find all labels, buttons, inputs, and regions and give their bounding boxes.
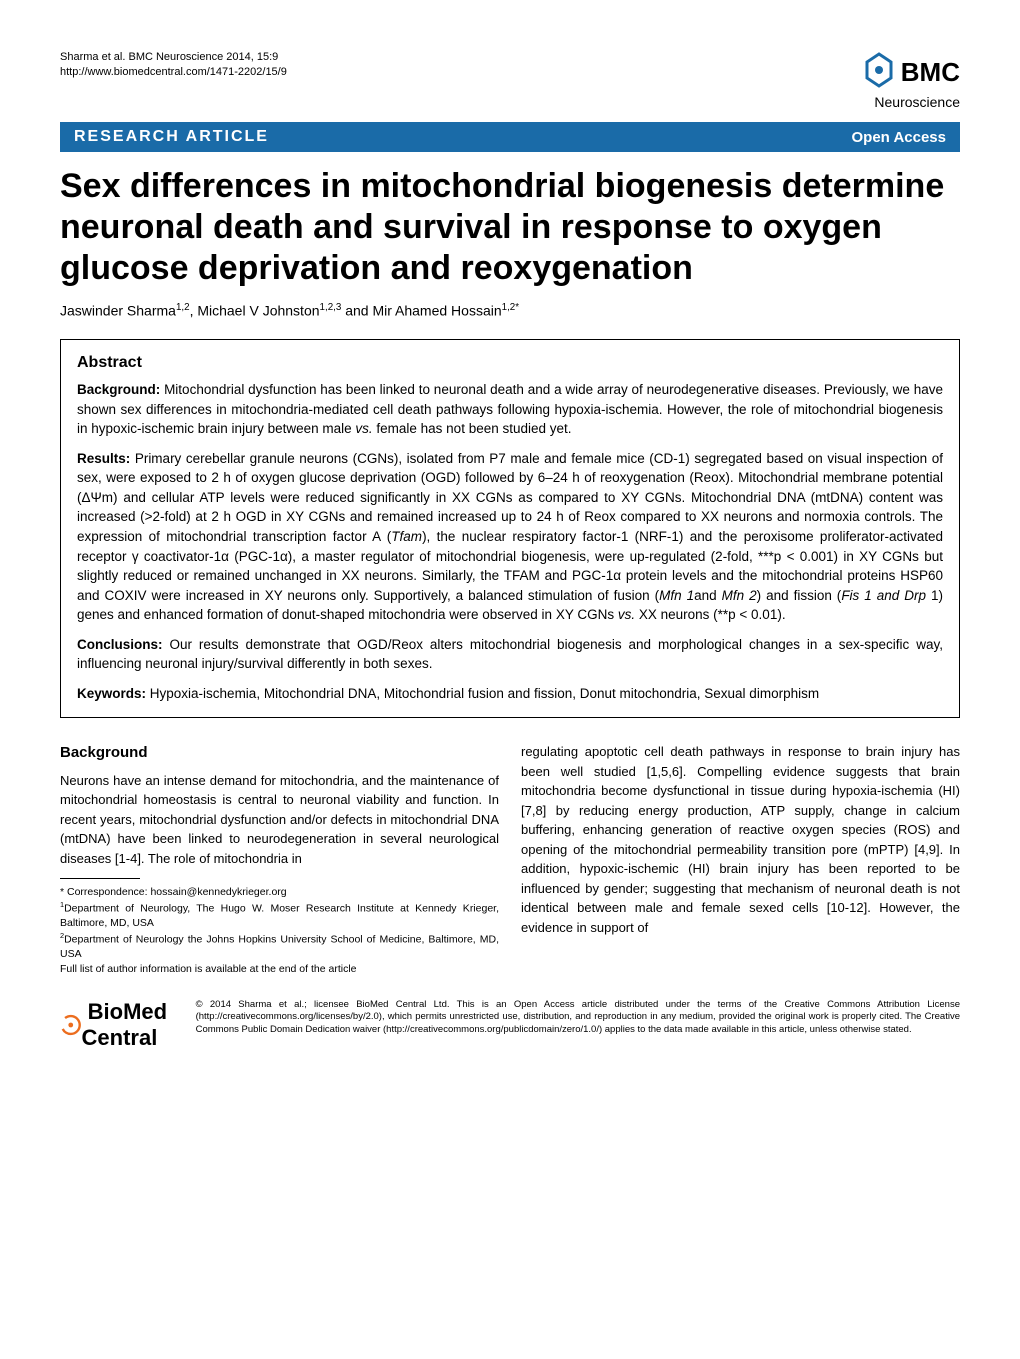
open-access-label: Open Access xyxy=(852,129,947,146)
citation-block: Sharma et al. BMC Neuroscience 2014, 15:… xyxy=(60,50,287,81)
abstract-keywords: Keywords: Hypoxia-ischemia, Mitochondria… xyxy=(77,684,943,704)
abstract-conclusions-label: Conclusions: xyxy=(77,637,169,652)
body-col2-text: regulating apoptotic cell death pathways… xyxy=(521,742,960,937)
article-type-label: RESEARCH ARTICLE xyxy=(74,128,269,146)
author-list: Jaswinder Sharma1,2, Michael V Johnston1… xyxy=(60,302,960,319)
keywords-label: Keywords: xyxy=(77,686,150,701)
body-columns: Background Neurons have an intense deman… xyxy=(60,742,960,976)
correspondence-block: * Correspondence: hossain@kennedykrieger… xyxy=(60,885,499,976)
abstract-results-text: Primary cerebellar granule neurons (CGNs… xyxy=(77,451,943,623)
page-header: Sharma et al. BMC Neuroscience 2014, 15:… xyxy=(60,50,960,110)
abstract-conclusions-text: Our results demonstrate that OGD/Reox al… xyxy=(77,637,943,672)
body-column-left: Background Neurons have an intense deman… xyxy=(60,742,499,976)
journal-logo: BMC Neuroscience xyxy=(857,50,960,110)
page-footer: BioMed Central © 2014 Sharma et al.; lic… xyxy=(60,999,960,1051)
abstract-background-label: Background: xyxy=(77,382,164,397)
abstract-heading: Abstract xyxy=(77,354,943,372)
bmc-logo-icon xyxy=(857,50,901,94)
abstract-conclusions: Conclusions: Our results demonstrate tha… xyxy=(77,635,943,674)
abstract-box: Abstract Background: Mitochondrial dysfu… xyxy=(60,339,960,718)
biomed-central-logo: BioMed Central xyxy=(60,999,182,1051)
abstract-background-text: Mitochondrial dysfunction has been linke… xyxy=(77,382,943,436)
body-col1-text: Neurons have an intense demand for mitoc… xyxy=(60,771,499,869)
biomed-brand-text: BioMed Central xyxy=(82,999,182,1051)
abstract-results-label: Results: xyxy=(77,451,135,466)
body-column-right: regulating apoptotic cell death pathways… xyxy=(521,742,960,976)
abstract-results: Results: Primary cerebellar granule neur… xyxy=(77,449,943,625)
keywords-text: Hypoxia-ischemia, Mitochondrial DNA, Mit… xyxy=(150,686,819,701)
biomed-logo-icon xyxy=(60,1007,82,1043)
logo-journal-name: Neuroscience xyxy=(857,94,960,110)
citation-line: Sharma et al. BMC Neuroscience 2014, 15:… xyxy=(60,50,287,65)
license-text: © 2014 Sharma et al.; licensee BioMed Ce… xyxy=(196,999,960,1037)
citation-url: http://www.biomedcentral.com/1471-2202/1… xyxy=(60,65,287,80)
affiliation-2: 2Department of Neurology the Johns Hopki… xyxy=(60,931,499,962)
affiliation-note: Full list of author information is avail… xyxy=(60,962,499,977)
logo-prefix: BMC xyxy=(901,57,960,88)
article-title: Sex differences in mitochondrial biogene… xyxy=(60,166,960,288)
correspondence-divider xyxy=(60,878,140,879)
article-type-banner: RESEARCH ARTICLE Open Access xyxy=(60,122,960,152)
correspondence-email: * Correspondence: hossain@kennedykrieger… xyxy=(60,885,499,900)
background-heading: Background xyxy=(60,742,499,765)
affiliation-1: 1Department of Neurology, The Hugo W. Mo… xyxy=(60,900,499,931)
page-container: Sharma et al. BMC Neuroscience 2014, 15:… xyxy=(0,0,1020,1091)
abstract-background: Background: Mitochondrial dysfunction ha… xyxy=(77,380,943,439)
